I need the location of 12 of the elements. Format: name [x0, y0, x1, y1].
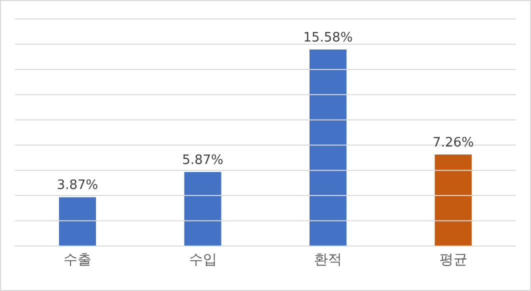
data-label: 15.58% [303, 30, 353, 46]
x-tick-label: 수입 [188, 252, 217, 268]
x-tick-label: 환적 [314, 252, 342, 268]
data-label: 3.87% [56, 178, 98, 194]
bar [184, 172, 222, 246]
x-tick-label: 평균 [439, 252, 468, 268]
bar [310, 50, 346, 246]
data-label: 7.26% [432, 135, 474, 150]
bar [59, 197, 96, 246]
x-tick-label: 수출 [64, 252, 92, 268]
bar [434, 154, 472, 246]
data-label: 5.87% [182, 152, 224, 168]
